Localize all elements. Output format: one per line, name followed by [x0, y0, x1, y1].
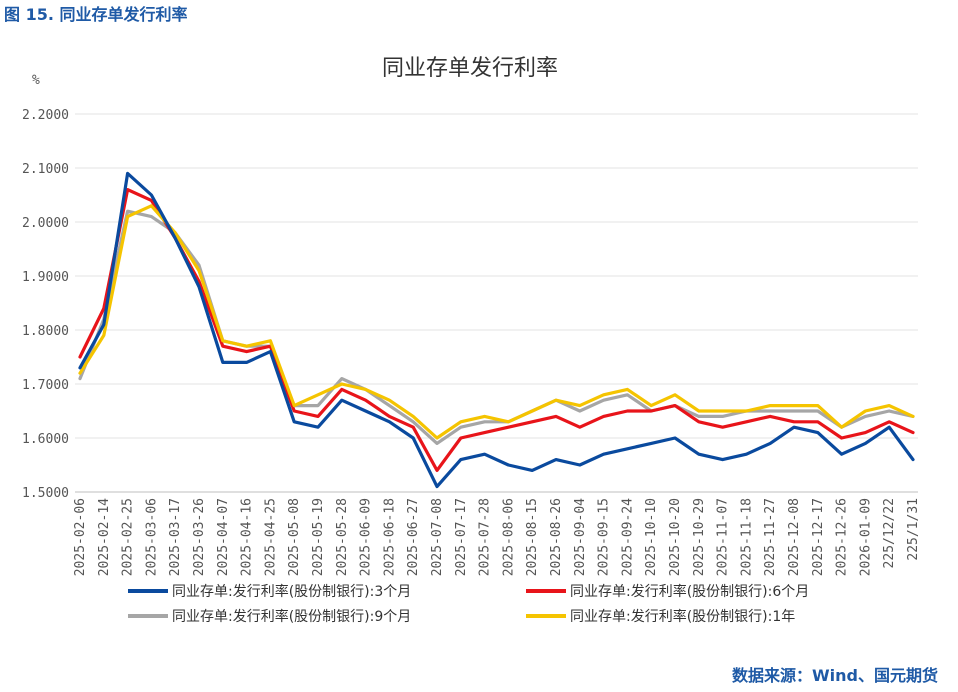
legend-label: 同业存单:发行利率(股份制银行):1年	[570, 608, 795, 625]
legend: 同业存单:发行利率(股份制银行):3个月 同业存单:发行利率(股份制银行):6个月…	[128, 583, 809, 625]
y-tick-label: 1.9000	[22, 270, 69, 285]
x-tick-label: 2025-09-15	[597, 498, 612, 576]
y-tick-label: 2.0000	[22, 216, 69, 231]
y-tick-label: 1.7000	[22, 378, 69, 393]
gridlines	[75, 113, 918, 493]
y-tick-label: 1.6000	[22, 432, 69, 447]
source-note: 数据来源：Wind、国元期货	[732, 666, 938, 685]
x-tick-label: 2025-03-26	[192, 498, 207, 576]
legend-label: 同业存单:发行利率(股份制银行):3个月	[172, 583, 411, 600]
series-line-9m	[78, 209, 915, 445]
x-tick-label: 2025-06-09	[359, 498, 374, 576]
x-tick-label: 2025-12-26	[835, 498, 850, 576]
x-tick-label: 2025-06-18	[382, 498, 397, 576]
x-tick-label: 2025-11-27	[763, 498, 778, 576]
x-tick-label: 2026-01-09	[858, 498, 873, 576]
x-tick-label: 2025-04-07	[216, 498, 231, 576]
x-tick-label: 2025-03-17	[168, 498, 183, 576]
x-tick-label: 2025-10-29	[692, 498, 707, 576]
x-tick-label: 2025-08-06	[501, 498, 516, 576]
y-tick-label: 2.1000	[22, 162, 69, 177]
y-tick-label: 1.5000	[22, 486, 69, 501]
x-tick-label: 2025-04-25	[263, 498, 278, 576]
x-tick-label: 2025-06-27	[406, 498, 421, 576]
x-tick-label: 2025-11-18	[739, 498, 754, 576]
y-tick-label: 2.2000	[22, 108, 69, 123]
x-tick-label: 2025-09-04	[573, 498, 588, 576]
x-tick-label: 2025-09-24	[620, 498, 635, 576]
x-tick-label: 2025-05-19	[311, 498, 326, 576]
x-tick-label: 2025-07-17	[454, 498, 469, 576]
x-tick-label: 225/1/31	[906, 498, 921, 561]
x-tick-label: 2025-12-08	[787, 498, 802, 576]
series-lines	[78, 171, 915, 489]
series-line-3m	[78, 171, 915, 489]
legend-label: 同业存单:发行利率(股份制银行):6个月	[570, 583, 809, 600]
x-tick-label: 2025-07-08	[430, 498, 445, 576]
x-tick-label: 2025-10-20	[668, 498, 683, 576]
x-tick-label: 2025-02-25	[121, 498, 136, 576]
x-tick-label: 2025-10-10	[644, 498, 659, 576]
chart-title: 同业存单发行利率	[382, 56, 558, 81]
x-tick-label: 2025-08-15	[525, 498, 540, 576]
series-line-6m	[78, 188, 915, 472]
x-tick-label: 2025-02-06	[73, 498, 88, 576]
x-tick-label: 2025-07-28	[478, 498, 493, 576]
figure-title: 图 15. 同业存单发行利率	[4, 5, 188, 24]
series-line-1y	[78, 204, 915, 440]
x-tick-label: 2025-04-16	[240, 498, 255, 576]
y-axis-ticks: 1.5000 1.6000 1.7000 1.8000 1.9000 2.0000 2.10…	[22, 108, 69, 501]
legend-label: 同业存单:发行利率(股份制银行):9个月	[172, 608, 411, 625]
y-unit-label: %	[32, 73, 40, 88]
x-tick-label: 2025-08-26	[549, 498, 564, 576]
x-tick-label: 2025-02-14	[97, 498, 112, 576]
x-tick-label: 2025-11-07	[716, 498, 731, 576]
x-tick-label: 225/12/22	[882, 498, 897, 568]
x-axis-ticks: 2025-02-06 2025-02-14 2025-02-25 2025-03-06…	[73, 498, 921, 576]
x-tick-label: 2025-03-06	[144, 498, 159, 576]
x-tick-label: 2025-05-08	[287, 498, 302, 576]
x-tick-label: 2025-12-17	[811, 498, 826, 576]
y-tick-label: 1.8000	[22, 324, 69, 339]
x-tick-label: 2025-05-28	[335, 498, 350, 576]
